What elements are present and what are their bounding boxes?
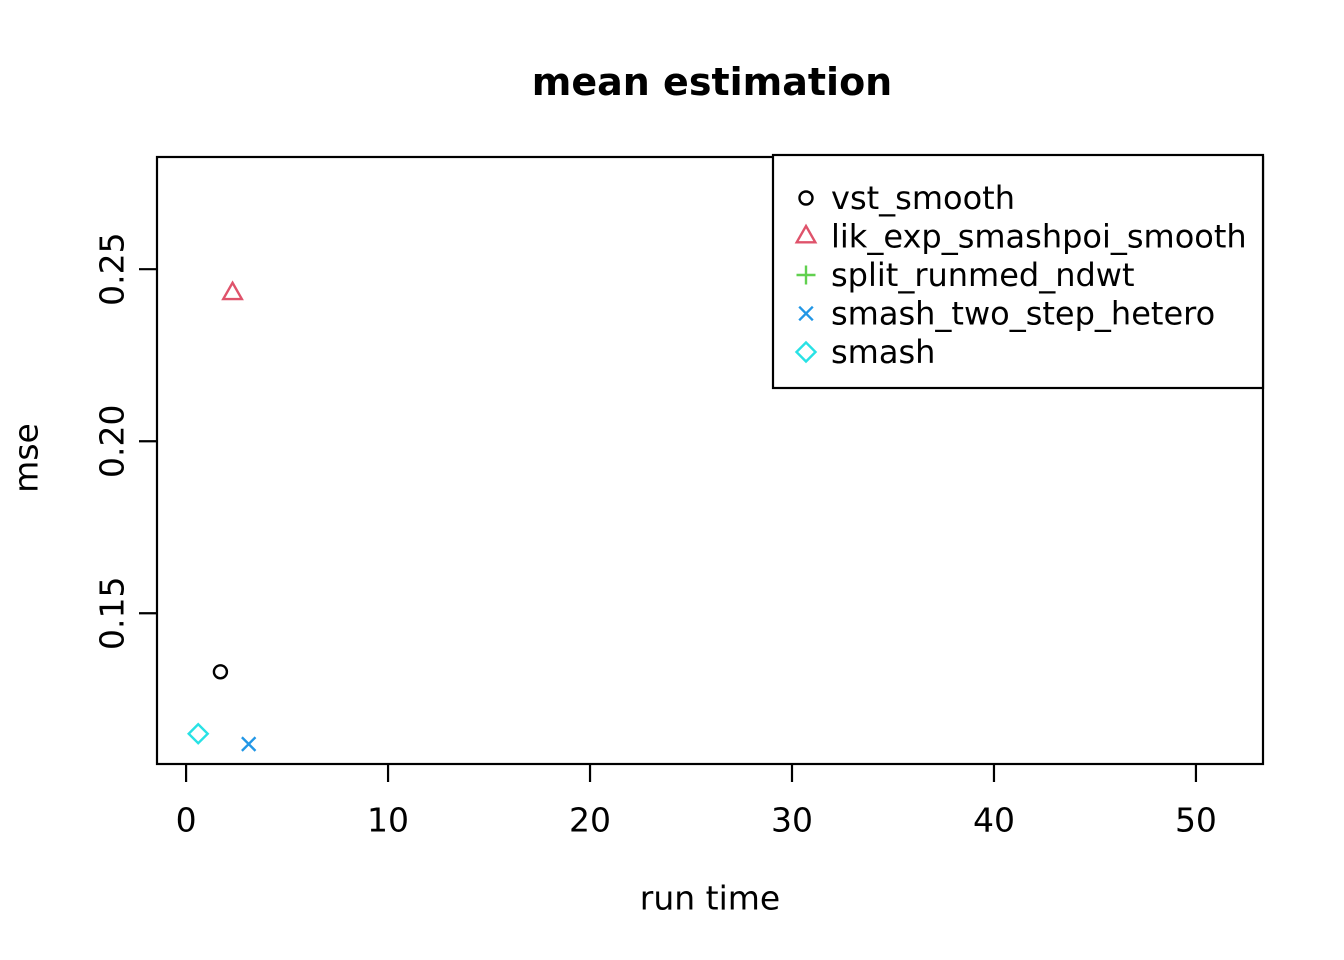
- data-point-lik_exp_smashpoi_smooth: [221, 280, 244, 301]
- legend-box: [771, 153, 1265, 390]
- diamond-marker-icon: [794, 340, 818, 364]
- data-points-layer: [187, 280, 257, 752]
- legend-entry: split_runmed_ndwt: [796, 256, 1135, 294]
- legend-marker-smash: [794, 340, 818, 364]
- legend-entry: smash_two_step_hetero: [798, 295, 1215, 333]
- y-tick-label: 0.15: [93, 577, 132, 650]
- legend-entry-label: split_runmed_ndwt: [831, 256, 1135, 294]
- circle-marker-icon: [212, 664, 229, 680]
- x-axis-ticks: 0 10 20 30 40 50: [176, 764, 1217, 840]
- legend-entry: vst_smooth: [798, 179, 1015, 217]
- y-tick-label: 0.20: [93, 404, 132, 477]
- triangle-marker-icon: [221, 280, 244, 301]
- x-tick-label: 30: [771, 801, 813, 840]
- x-marker-icon: [241, 736, 257, 752]
- legend-marker-split_runmed_ndwt: [796, 265, 816, 285]
- x-tick-label: 0: [176, 801, 197, 840]
- legend-entry-label: vst_smooth: [831, 179, 1015, 217]
- x-marker-icon: [798, 305, 814, 322]
- legend-entry-label: smash_two_step_hetero: [831, 295, 1215, 333]
- y-tick-label: 0.25: [93, 232, 132, 305]
- legend-marker-vst_smooth: [798, 190, 814, 206]
- legend-entries: vst_smoothlik_exp_smashpoi_smoothsplit_r…: [794, 179, 1247, 371]
- x-tick-label: 40: [973, 801, 1015, 840]
- plot-border: [155, 155, 1265, 766]
- x-tick-label: 20: [569, 801, 611, 840]
- x-axis-label: run time: [640, 879, 780, 918]
- legend: vst_smoothlik_exp_smashpoi_smoothsplit_r…: [771, 153, 1265, 390]
- x-tick-label: 50: [1175, 801, 1217, 840]
- legend-entry: smash: [794, 333, 935, 371]
- legend-entry: lik_exp_smashpoi_smooth: [794, 218, 1247, 256]
- legend-marker-smash_two_step_hetero: [798, 305, 814, 322]
- legend-entry-label: smash: [831, 333, 935, 371]
- plus-marker-icon: [796, 265, 816, 285]
- data-point-vst_smooth: [212, 664, 229, 680]
- legend-entry-label: lik_exp_smashpoi_smooth: [831, 218, 1247, 256]
- data-point-smash_two_step_hetero: [241, 736, 257, 752]
- legend-marker-lik_exp_smashpoi_smooth: [794, 223, 818, 244]
- chart-title: mean estimation: [532, 60, 892, 104]
- data-point-smash: [187, 722, 210, 745]
- diamond-marker-icon: [187, 722, 210, 745]
- triangle-marker-icon: [794, 223, 818, 244]
- y-axis-ticks: 0.15 0.20 0.25: [93, 232, 157, 650]
- x-tick-label: 10: [367, 801, 409, 840]
- circle-marker-icon: [798, 190, 814, 206]
- y-axis-label: mse: [7, 423, 46, 493]
